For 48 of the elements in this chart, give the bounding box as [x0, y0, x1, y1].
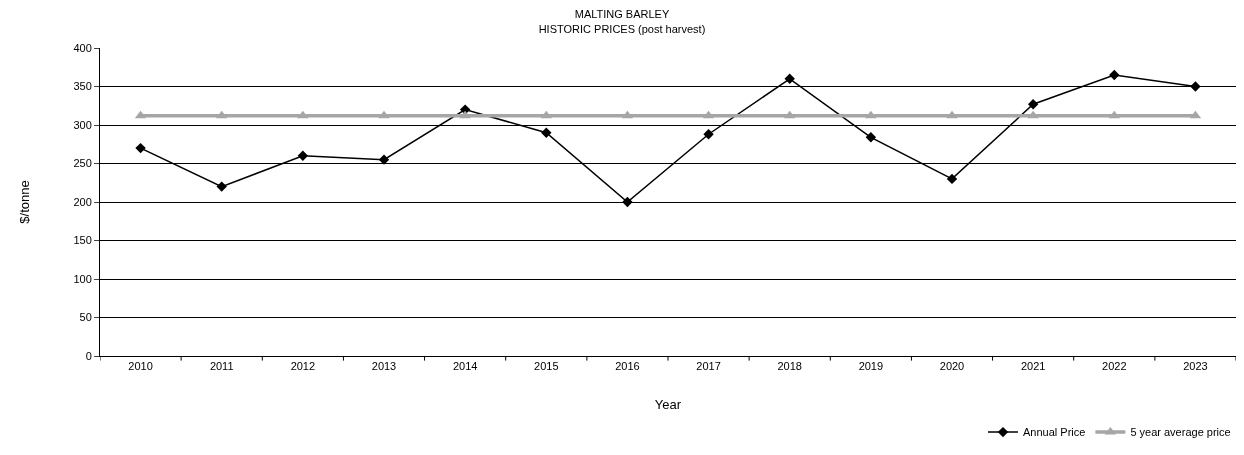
- x-tick-label: 2020: [939, 360, 965, 373]
- legend-label: Annual Price: [1023, 426, 1086, 439]
- point: [703, 129, 714, 140]
- point: [216, 181, 227, 192]
- point: [297, 150, 309, 161]
- point: [946, 110, 958, 119]
- x-tick-label: 2017: [696, 360, 721, 373]
- y-tick-label: 0: [85, 349, 92, 362]
- chart-title: MALTING BARLEY: [574, 8, 670, 21]
- point: [1190, 81, 1201, 92]
- legend-label: 5 year average price: [1130, 426, 1231, 439]
- point: [378, 110, 390, 119]
- y-tick-label: 50: [79, 311, 92, 324]
- point: [1027, 110, 1039, 119]
- y-tick-label: 300: [73, 118, 92, 131]
- y-tick-label: 150: [73, 234, 92, 247]
- x-tick-label: 2013: [371, 360, 397, 373]
- x-tick-label: 2011: [209, 360, 234, 373]
- point: [459, 110, 471, 119]
- x-axis-title: Year: [654, 396, 682, 412]
- x-tick-label: 2021: [1020, 360, 1046, 373]
- point: [784, 73, 795, 84]
- y-tick-label: 350: [73, 80, 92, 93]
- x-tick-label: 2016: [615, 360, 640, 373]
- x-tick-label: 2015: [534, 360, 559, 373]
- x-tick-label: 2012: [290, 360, 316, 373]
- point: [378, 154, 390, 165]
- point: [135, 142, 146, 154]
- x-tick-label: 2023: [1183, 360, 1208, 373]
- y-tick-label: 200: [73, 195, 92, 208]
- point: [865, 110, 877, 119]
- y-tick-label: 100: [73, 272, 92, 285]
- x-tick-label: 2010: [128, 360, 153, 373]
- point: [297, 110, 309, 119]
- chart-subtitle: HISTORIC PRICES (post harvest): [538, 22, 706, 35]
- point: [865, 132, 877, 143]
- y-tick-label: 400: [73, 41, 92, 54]
- point: [1109, 69, 1120, 81]
- x-tick-label: 2018: [777, 360, 802, 373]
- point: [541, 127, 552, 138]
- y-tick-label: 250: [73, 157, 92, 170]
- point: [1027, 99, 1039, 110]
- x-tick-label: 2014: [452, 360, 478, 373]
- y-axis-title: $/tonne: [17, 180, 33, 224]
- point: [622, 196, 633, 208]
- x-tick-label: 2022: [1102, 360, 1127, 373]
- point: [946, 173, 958, 185]
- x-tick-label: 2019: [858, 360, 884, 373]
